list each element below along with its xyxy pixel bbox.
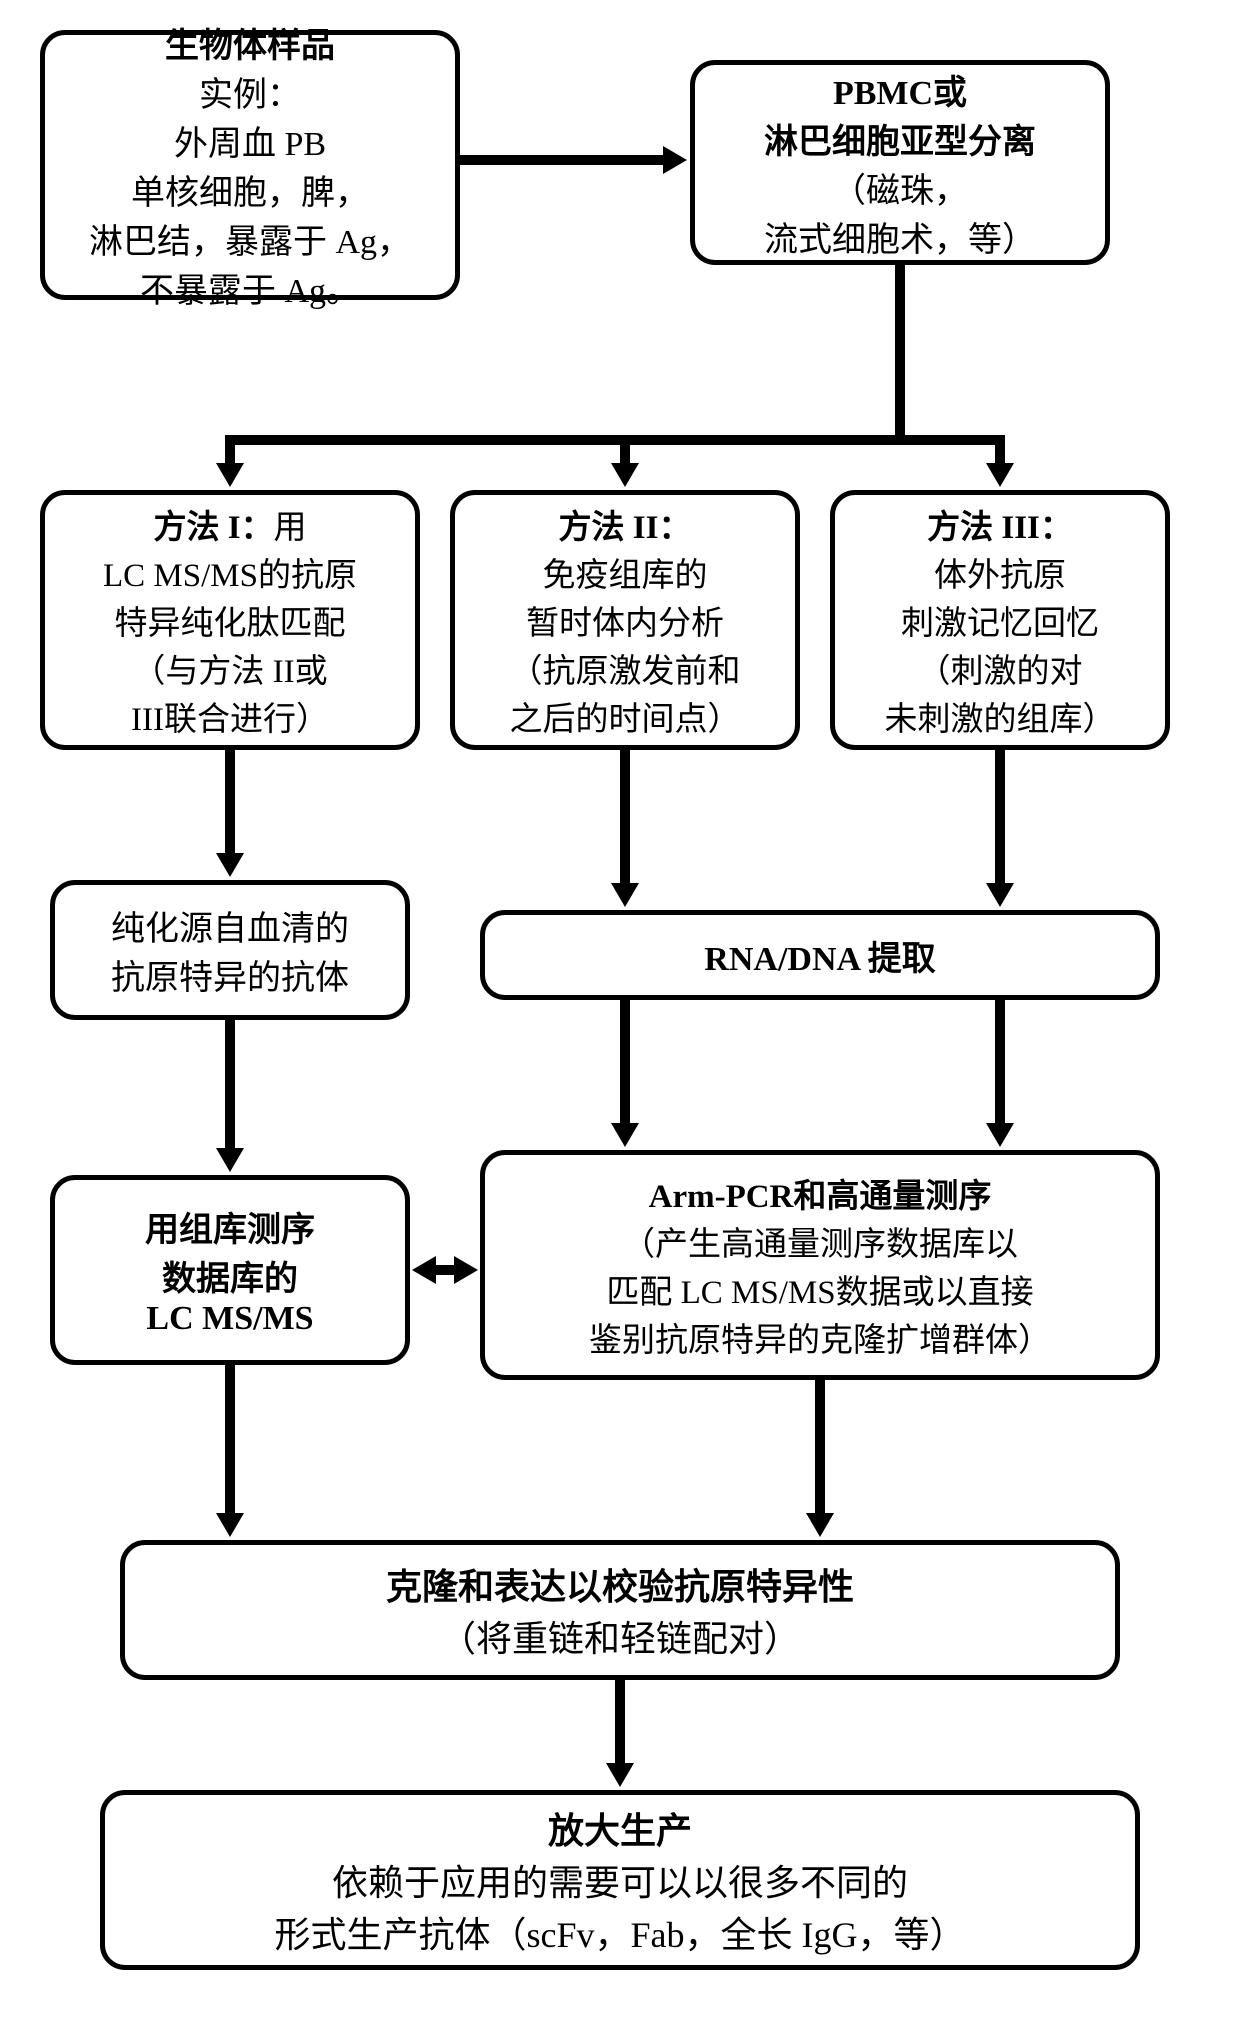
edge-lcms-armpcr-line [434,1265,456,1275]
edge-pbmc-bar-v [895,265,905,445]
node-pbmc-line2: 流式细胞术，等） [764,212,1036,261]
edge-bar-method3-line [995,440,1005,465]
node-method2-line0: 免疫组库的 [543,548,708,596]
node-method1-title-inline: 用 [274,510,307,546]
edge-lcms-armpcr-head-r [454,1256,478,1284]
node-pbmc-line1: （磁珠， [832,163,968,212]
node-method1-titleline: 方法 I：用 [153,500,306,548]
edge-rna-armpcr-l-head [611,1123,639,1147]
node-sample-line0: 实例： [199,67,301,116]
edge-method3-rna-head [986,883,1014,907]
node-scaleup-line1: 形式生产抗体（scFv，Fab，全长 IgG，等） [275,1906,966,1958]
edge-rna-armpcr-l-line [620,1000,630,1125]
node-method1-line3: III联合进行） [131,692,329,740]
node-method3-line1: 刺激记忆回忆 [901,596,1099,644]
node-method3: 方法 III： 体外抗原 刺激记忆回忆 （刺激的对 未刺激的组库） [830,490,1170,750]
edge-rna-armpcr-r-line [995,1000,1005,1125]
edge-bar-method2-head [611,463,639,487]
node-purify-line0: 纯化源自血清的 [111,901,349,950]
node-armpcr: Arm-PCR和高通量测序 （产生高通量测序数据库以 匹配 LC MS/MS数据… [480,1150,1160,1380]
edge-method1-purify-line [225,750,235,855]
node-scaleup: 放大生产 依赖于应用的需要可以以很多不同的 形式生产抗体（scFv，Fab，全长… [100,1790,1140,1970]
node-lcms-line2: LC MS/MS [146,1300,313,1338]
node-armpcr-title: Arm-PCR和高通量测序 [649,1169,992,1217]
edge-method1-purify-head [216,853,244,877]
edge-purify-lcms-line [225,1020,235,1150]
node-purify: 纯化源自血清的 抗原特异的抗体 [50,880,410,1020]
edge-armpcr-clone-line [815,1380,825,1515]
node-armpcr-line0: （产生高通量测序数据库以 [622,1217,1018,1265]
node-sample-line1: 外周血 PB [174,116,326,165]
edge-bar-method1-head [216,463,244,487]
node-clone-line0: （将重链和轻链配对） [440,1610,800,1662]
edge-clone-scaleup-head [606,1763,634,1787]
node-sample-line4: 不暴露于 Ag。 [140,263,360,312]
edge-split-bar [225,435,1005,445]
node-method2-line3: 之后的时间点） [510,692,741,740]
node-pbmc: PBMC或 淋巴细胞亚型分离 （磁珠， 流式细胞术，等） [690,60,1110,265]
node-method1: 方法 I：用 LC MS/MS的抗原 特异纯化肽匹配 （与方法 II或 III联… [40,490,420,750]
node-sample-line3: 淋巴结，暴露于 Ag， [89,214,411,263]
node-method3-line3: 未刺激的组库） [885,692,1116,740]
edge-method2-rna-head [611,883,639,907]
edge-lcms-clone-head [216,1513,244,1537]
node-scaleup-title: 放大生产 [548,1802,692,1854]
node-scaleup-line0: 依赖于应用的需要可以以很多不同的 [332,1854,908,1906]
edge-bar-method2-line [620,440,630,465]
node-method1-line2: （与方法 II或 [132,644,327,692]
node-rna: RNA/DNA 提取 [480,910,1160,1000]
edge-rna-armpcr-r-head [986,1123,1014,1147]
node-method3-title: 方法 III： [927,500,1073,548]
node-method1-line1: 特异纯化肽匹配 [115,596,346,644]
node-lcms-line0: 用组库测序 [145,1202,315,1251]
edge-clone-scaleup-line [615,1680,625,1765]
node-method1-line0: LC MS/MS的抗原 [103,548,357,596]
node-sample-line2: 单核细胞，脾， [131,165,369,214]
node-method2-line2: （抗原激发前和 [510,644,741,692]
node-sample-title: 生物体样品 [165,18,335,67]
node-pbmc-line0: 淋巴细胞亚型分离 [764,114,1036,163]
node-method2: 方法 II： 免疫组库的 暂时体内分析 （抗原激发前和 之后的时间点） [450,490,800,750]
edge-sample-pbmc-line [460,155,665,165]
edge-method3-rna-line [995,750,1005,885]
node-sample: 生物体样品 实例： 外周血 PB 单核细胞，脾， 淋巴结，暴露于 Ag， 不暴露… [40,30,460,300]
node-method3-line2: （刺激的对 [918,644,1083,692]
node-armpcr-line2: 鉴别抗原特异的克隆扩增群体） [589,1313,1051,1361]
edge-sample-pbmc-head [663,146,687,174]
node-lcms-line1: 数据库的 [162,1251,298,1300]
edge-method2-rna-line [620,750,630,885]
node-purify-line1: 抗原特异的抗体 [111,950,349,999]
edge-lcms-armpcr-head-l [412,1256,436,1284]
node-method1-title: 方法 I： [153,510,273,546]
edge-lcms-clone-line [225,1365,235,1515]
edge-bar-method1-line [225,440,235,465]
node-clone-title: 克隆和表达以校验抗原特异性 [386,1558,854,1610]
node-method3-line0: 体外抗原 [934,548,1066,596]
edge-bar-method3-head [986,463,1014,487]
node-armpcr-line1: 匹配 LC MS/MS数据或以直接 [606,1265,1033,1313]
node-clone: 克隆和表达以校验抗原特异性 （将重链和轻链配对） [120,1540,1120,1680]
node-method2-line1: 暂时体内分析 [526,596,724,644]
edge-armpcr-clone-head [806,1513,834,1537]
node-lcms: 用组库测序 数据库的 LC MS/MS [50,1175,410,1365]
node-method2-title: 方法 II： [559,500,692,548]
node-rna-title: RNA/DNA 提取 [704,931,935,980]
node-pbmc-title: PBMC或 [833,65,967,114]
edge-purify-lcms-head [216,1148,244,1172]
